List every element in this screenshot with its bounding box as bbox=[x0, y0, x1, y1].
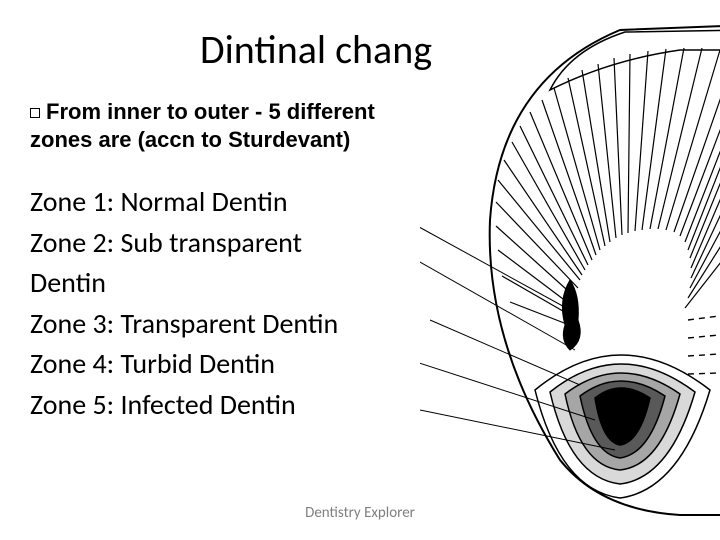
zone-item: Zone 4: Turbid Dentin bbox=[30, 344, 370, 385]
subtitle-text-1: From inner to outer - 5 different bbox=[46, 99, 375, 124]
zone-item: Zone 1: Normal Dentin bbox=[30, 182, 370, 223]
zone-item: Dentin bbox=[30, 263, 370, 304]
zone-item: Zone 3: Transparent Dentin bbox=[30, 304, 370, 345]
subtitle-line-1: From inner to outer - 5 different bbox=[30, 98, 390, 126]
tooth-diagram bbox=[420, 20, 720, 520]
footer-text: Dentistry Explorer bbox=[0, 504, 720, 522]
square-bullet-icon bbox=[30, 108, 40, 118]
slide-title: Dintinal chang bbox=[200, 25, 432, 74]
subtitle-block: From inner to outer - 5 different zones … bbox=[30, 98, 390, 153]
subtitle-line-2: zones are (accn to Sturdevant) bbox=[30, 126, 390, 154]
zone-list: Zone 1: Normal Dentin Zone 2: Sub transp… bbox=[30, 182, 370, 426]
zone-item: Zone 2: Sub transparent bbox=[30, 223, 370, 264]
zone-item: Zone 5: Infected Dentin bbox=[30, 385, 370, 426]
